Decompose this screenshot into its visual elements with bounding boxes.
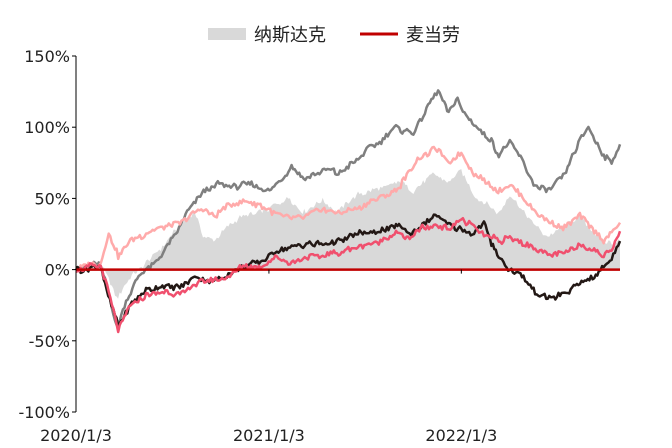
axes: 150% 100% 50% 0% -50% -100% 2020/1/3 2021/1/3 20… bbox=[18, 47, 497, 445]
y-tick-label: 50% bbox=[34, 189, 70, 208]
y-tick-label: -100% bbox=[18, 403, 70, 422]
y-tick-label: -50% bbox=[29, 332, 70, 351]
line-series-4 bbox=[75, 216, 622, 334]
x-tick-label: 2021/1/3 bbox=[233, 426, 305, 445]
area-nasdaq bbox=[76, 169, 620, 299]
line-series-3 bbox=[74, 213, 622, 328]
x-tick-label: 2022/1/3 bbox=[425, 426, 497, 445]
x-tick-label: 2020/1/3 bbox=[40, 426, 112, 445]
legend-swatch-nasdaq bbox=[208, 28, 246, 40]
plot-area bbox=[74, 89, 622, 334]
legend-label-mcdonalds: 麦当劳 bbox=[406, 25, 460, 46]
line-series-2 bbox=[75, 145, 622, 272]
y-tick-label: 0% bbox=[45, 261, 70, 280]
line-series-1 bbox=[75, 89, 622, 327]
legend: 纳斯达克 麦当劳 bbox=[208, 25, 460, 46]
legend-label-nasdaq: 纳斯达克 bbox=[254, 25, 326, 46]
y-tick-label: 100% bbox=[24, 118, 70, 137]
y-tick-label: 150% bbox=[24, 47, 70, 66]
